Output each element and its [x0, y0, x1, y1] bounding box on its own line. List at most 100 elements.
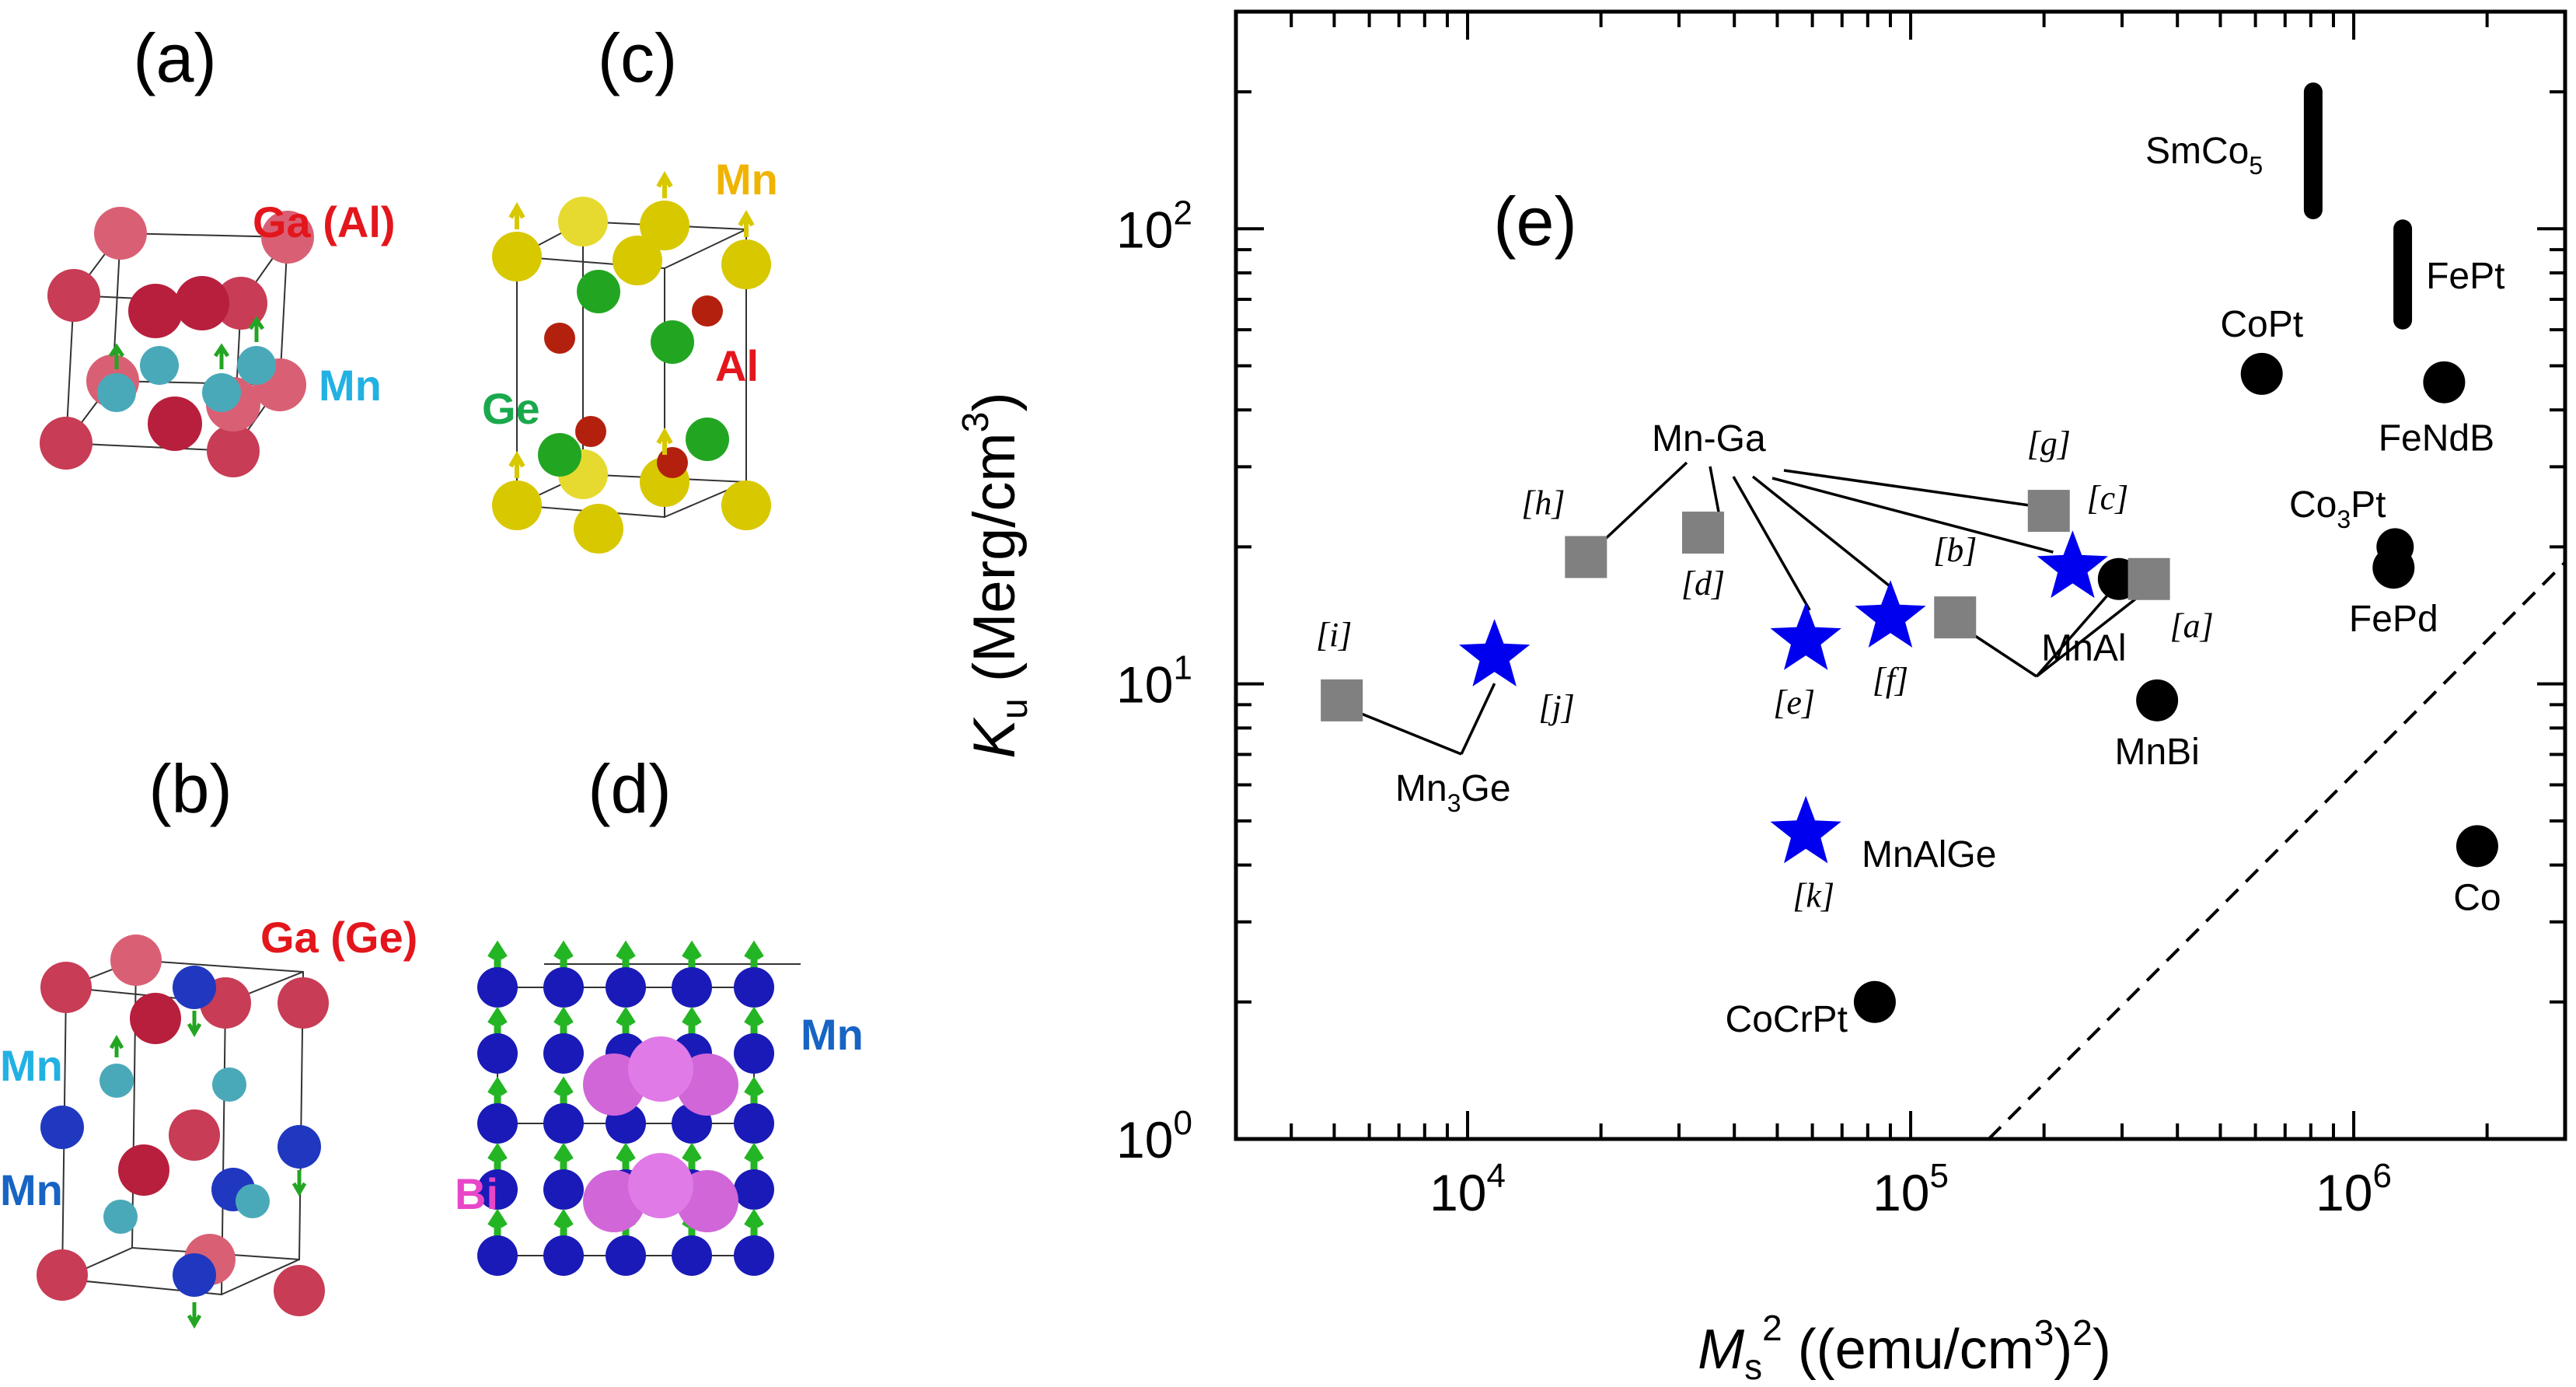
spin-arrow-icon	[487, 940, 508, 970]
leader-line	[2035, 593, 2142, 678]
mn-atom	[477, 1103, 518, 1144]
ga-atom	[110, 935, 162, 986]
panel-c-atom-label: Al	[715, 341, 759, 390]
x-tick-label: 106	[2316, 1157, 2392, 1221]
mn-atom	[40, 1106, 84, 1149]
spin-arrow-icon	[487, 1142, 508, 1172]
calculated-point	[1770, 795, 1841, 864]
leader-line	[1970, 631, 2037, 678]
experiment-ref-label: [i]	[1316, 616, 1352, 654]
spin-arrow-icon	[508, 450, 525, 478]
ge-atom	[686, 417, 729, 461]
spin-arrow-icon	[744, 1076, 764, 1106]
panel-b: (b) Ga (	[0, 750, 417, 1329]
reference-point-cocrpt	[1853, 980, 1896, 1023]
spin-arrow-icon	[108, 343, 125, 369]
reference-label-copt: CoPt	[2220, 304, 2303, 345]
panel-c-label: (c)	[598, 19, 678, 96]
spin-arrow-icon	[109, 1035, 124, 1057]
axis-ticks: 104 105 106 100 101 102	[1116, 10, 2567, 1221]
label-co3pt: Co3Pt	[2289, 484, 2386, 533]
y-axis-label: Ku (Merg/cm3)	[955, 392, 1035, 758]
calculated-point	[1770, 602, 1841, 670]
ga-atom	[277, 977, 329, 1029]
mn-atom	[543, 967, 584, 1008]
ga-atom	[261, 211, 314, 264]
ga-atom	[118, 1144, 169, 1196]
ga-atom	[47, 269, 100, 322]
group-label-mn-ga: Mn-Ga	[1652, 418, 1766, 459]
spin-arrow-icon	[553, 1076, 574, 1106]
mn-atom	[721, 480, 771, 530]
data-marks: FePt CoPt FeNdB FePd MnBi Co CoCrPt MnAl [i] [h] […	[1316, 82, 2504, 1040]
mn-atom	[734, 1103, 774, 1144]
spin-arrow-icon	[508, 201, 525, 229]
ga-atom	[169, 1109, 220, 1161]
reference-point-copt	[2240, 352, 2283, 395]
mn-atom	[734, 1033, 774, 1074]
spin-arrow-icon	[744, 1208, 764, 1239]
panel-a: (a) Ga (Al) Mn	[40, 19, 396, 477]
experiment-ref-label: [d]	[1681, 564, 1725, 603]
bi-atom	[628, 1036, 693, 1102]
mn-atom	[543, 1169, 584, 1210]
al-atom	[544, 323, 575, 354]
mn-atom	[236, 1184, 270, 1218]
ge-atom	[651, 320, 694, 364]
reference-point-co	[2456, 825, 2498, 868]
mn-atom	[613, 236, 662, 285]
mn-atom	[543, 1033, 584, 1074]
al-atom	[575, 416, 606, 447]
panel-d: (d) Mn Bi	[455, 750, 864, 1276]
calculated-point	[2037, 530, 2108, 599]
spin-arrow-icon	[187, 1302, 202, 1329]
spin-arrow-icon	[744, 1006, 764, 1036]
label-smco5: SmCo5	[2145, 131, 2263, 180]
spin-arrow-icon	[291, 1170, 307, 1197]
mn-atom	[140, 346, 179, 385]
panel-c: (c) Mn	[482, 19, 778, 554]
spin-arrow-icon	[553, 940, 574, 970]
mn-atom	[173, 1253, 216, 1297]
panel-b-label: (b)	[148, 750, 232, 827]
y-tick-label: 100	[1116, 1104, 1192, 1169]
calculated-point	[1855, 580, 1926, 648]
reference-point-fendb	[2423, 361, 2466, 404]
ga-atom	[128, 284, 183, 338]
experiment-point	[2027, 490, 2070, 533]
mn-atom	[721, 239, 771, 289]
spin-arrow-icon	[616, 1006, 636, 1036]
mn-atom	[477, 1033, 518, 1074]
mn-atom	[277, 1125, 321, 1169]
calculated-ref-label: [k]	[1792, 877, 1834, 915]
experiment-ref-label: [a]	[2169, 607, 2213, 645]
spin-arrow-icon	[656, 170, 673, 198]
ga-atom	[274, 1265, 325, 1316]
panel-a-atom-label: Ga (Al)	[253, 197, 396, 246]
bi-atom	[628, 1153, 693, 1218]
reference-label-fendb: FeNdB	[2379, 418, 2494, 459]
ga-atom	[37, 1249, 88, 1301]
mn-atom	[543, 1235, 584, 1276]
y-tick-label: 102	[1116, 194, 1192, 258]
mn-atom	[606, 967, 646, 1008]
spin-arrow-icon	[553, 1006, 574, 1036]
mn-atom	[492, 232, 542, 281]
panel-b-atom-label: Mn	[0, 1165, 63, 1214]
spin-arrow-icon	[213, 343, 230, 369]
x-axis-label: Ms2 ((emu/cm3)2)	[1698, 1308, 2111, 1387]
mn-atom	[574, 504, 623, 554]
leader-line	[2035, 585, 2117, 678]
panel-d-label: (d)	[588, 750, 672, 827]
spin-arrow-icon	[487, 1006, 508, 1036]
spin-arrow-icon	[487, 1208, 508, 1239]
mn-atom	[606, 1235, 646, 1276]
reference-label-co: Co	[2453, 877, 2501, 918]
spin-arrow-icon	[616, 940, 636, 970]
ga-atom	[148, 397, 202, 451]
spin-arrow-icon	[656, 427, 673, 455]
panel-c-atom-label: Ge	[482, 384, 540, 433]
panel-b-atom-label: Ga (Ge)	[260, 913, 417, 962]
experiment-point	[1934, 596, 1977, 639]
